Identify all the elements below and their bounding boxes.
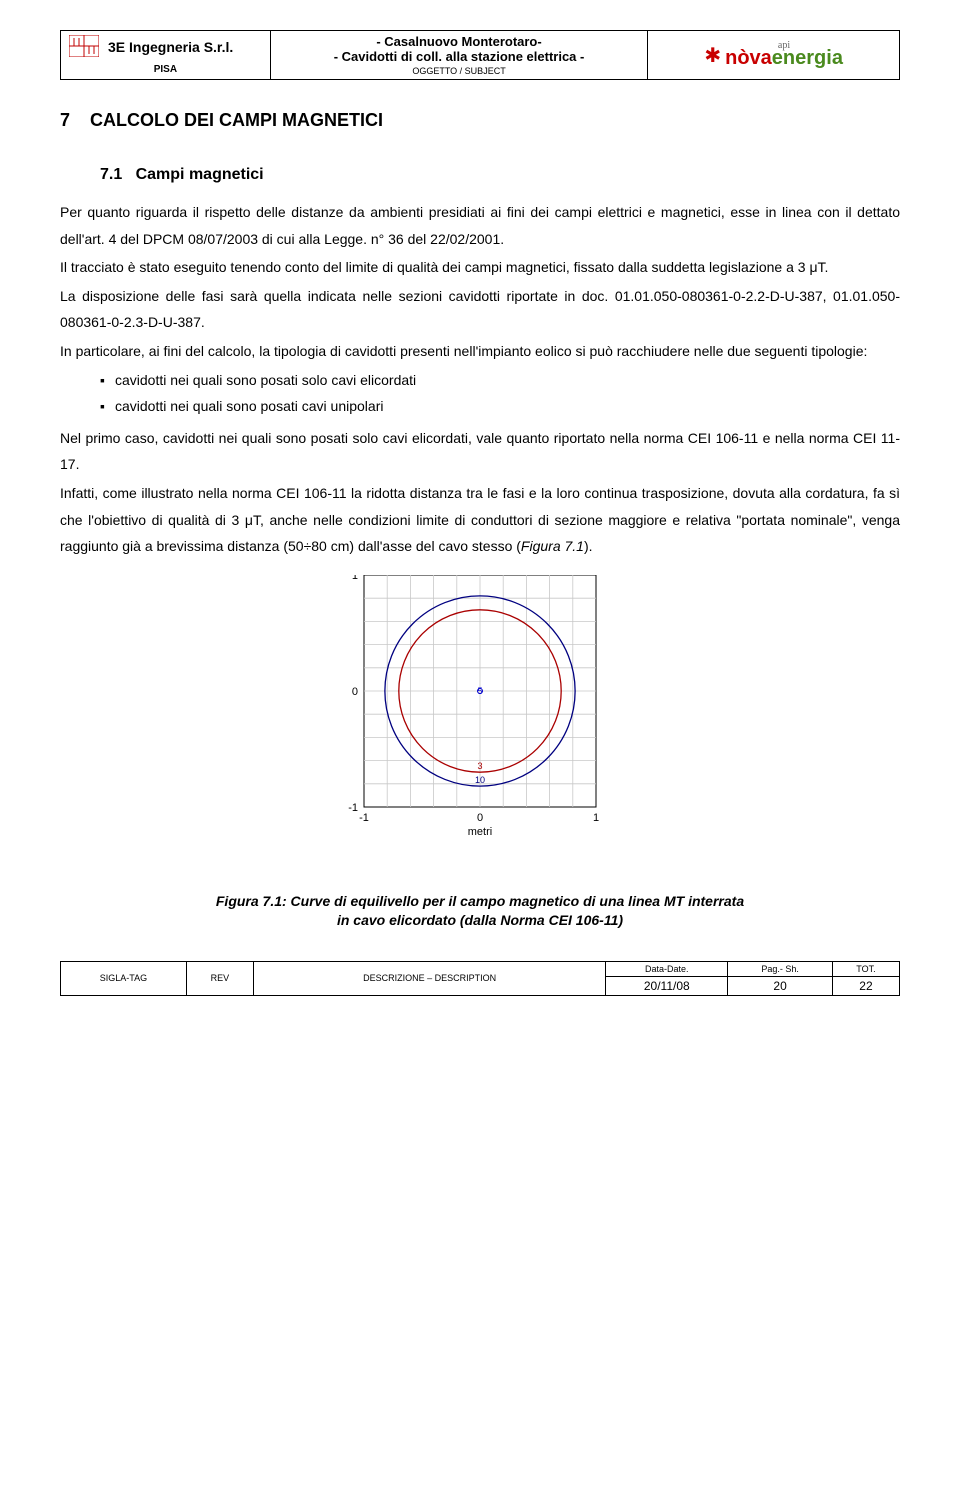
- svg-text:metri: metri: [468, 826, 492, 838]
- caption-line-1: Figura 7.1: Curve di equilivello per il …: [216, 893, 744, 909]
- logo-energia: energia: [772, 47, 843, 69]
- header-center-cell: - Casalnuovo Monterotaro- - Cavidotti di…: [270, 31, 648, 80]
- caption-line-2: in cavo elicordato (dalla Norma CEI 106-…: [337, 912, 623, 928]
- subsection-number: 7.1: [100, 166, 122, 183]
- para-2: Il tracciato è stato eseguito tenendo co…: [60, 254, 900, 281]
- company-city: PISA: [69, 64, 262, 75]
- equilivello-chart: 5 3 10 -1 0 1 -1 0 1 metri: [336, 575, 624, 877]
- svg-text:3: 3: [477, 761, 482, 771]
- footer-date-val: 20/11/08: [606, 976, 728, 995]
- logo-nova: nòva: [725, 47, 772, 69]
- footer-rev-label: REV: [186, 961, 253, 995]
- para-3: La disposizione delle fasi sarà quella i…: [60, 283, 900, 336]
- bullet-list: cavidotti nei quali sono posati solo cav…: [100, 367, 900, 420]
- company-name: 3E Ingegneria S.r.l.: [108, 39, 233, 55]
- header-right-cell: ✱ api nòvaenergia: [648, 31, 900, 80]
- svg-text:10: 10: [475, 775, 485, 785]
- footer-sigla-label: SIGLA-TAG: [61, 961, 187, 995]
- body-text: Per quanto riguarda il rispetto delle di…: [60, 199, 900, 560]
- footer-tot-label: TOT.: [832, 961, 899, 976]
- section-number: 7: [60, 110, 70, 130]
- chart-container: 5 3 10 -1 0 1 -1 0 1 metri Figura 7.1: Curve di e…: [60, 575, 900, 931]
- footer-pag-val: 20: [728, 976, 833, 995]
- para-4: In particolare, ai fini del calcolo, la …: [60, 338, 900, 365]
- header-left-cell: 3E Ingegneria S.r.l. PISA: [61, 31, 271, 80]
- bullet-2: cavidotti nei quali sono posati cavi uni…: [100, 393, 900, 420]
- svg-text:1: 1: [352, 575, 358, 582]
- footer-date-label: Data-Date.: [606, 961, 728, 976]
- section-title-text: CALCOLO DEI CAMPI MAGNETICI: [90, 110, 383, 130]
- para-6: Infatti, come illustrato nella norma CEI…: [60, 480, 900, 560]
- subsection-title-text: Campi magnetici: [136, 166, 264, 183]
- svg-text:5: 5: [477, 686, 482, 696]
- svg-text:-1: -1: [348, 802, 358, 814]
- nova-logo: ✱ api nòvaenergia: [656, 40, 891, 70]
- svg-text:0: 0: [352, 686, 358, 698]
- subsection-title: 7.1 Campi magnetici: [100, 166, 900, 184]
- header-table: 3E Ingegneria S.r.l. PISA - Casalnuovo M…: [60, 30, 900, 80]
- header-oggetto: OGGETTO / SUBJECT: [279, 66, 640, 76]
- section-title: 7 CALCOLO DEI CAMPI MAGNETICI: [60, 110, 900, 131]
- header-title-1: - Casalnuovo Monterotaro-: [279, 34, 640, 49]
- header-title-2: - Cavidotti di coll. alla stazione elett…: [279, 49, 640, 64]
- bullet-1: cavidotti nei quali sono posati solo cav…: [100, 367, 900, 394]
- footer-desc-label: DESCRIZIONE – DESCRIPTION: [253, 961, 605, 995]
- footer-tot-val: 22: [832, 976, 899, 995]
- footer-table: SIGLA-TAG REV DESCRIZIONE – DESCRIPTION …: [60, 961, 900, 996]
- svg-text:0: 0: [477, 812, 483, 824]
- figure-caption: Figura 7.1: Curve di equilivello per il …: [60, 892, 900, 931]
- svg-text:1: 1: [593, 812, 599, 824]
- para-5: Nel primo caso, cavidotti nei quali sono…: [60, 425, 900, 478]
- company-logo-icon: [69, 35, 99, 62]
- para-1: Per quanto riguarda il rispetto delle di…: [60, 199, 900, 252]
- star-icon: ✱: [704, 43, 721, 68]
- svg-text:-1: -1: [359, 812, 369, 824]
- footer-pag-label: Pag.- Sh.: [728, 961, 833, 976]
